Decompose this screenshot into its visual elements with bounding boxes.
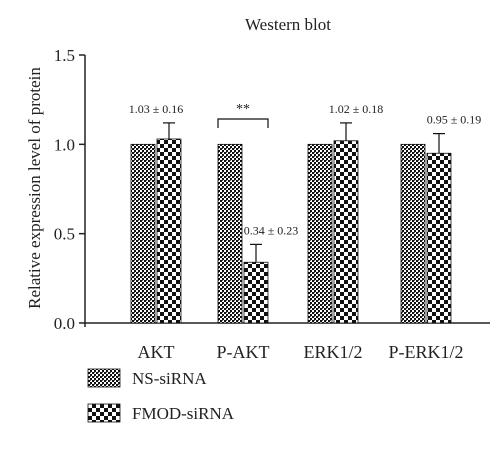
x-tick-label: P-AKT bbox=[217, 342, 270, 362]
legend-item-fmod-sirna: FMOD-siRNA bbox=[87, 403, 235, 423]
bar-ns-sirna-akt bbox=[130, 143, 156, 324]
bar-ns-sirna-erk1/2 bbox=[307, 143, 333, 324]
legend-item-ns-sirna: NS-siRNA bbox=[87, 368, 207, 388]
significance-marker: ** bbox=[217, 102, 269, 128]
legend-swatch bbox=[87, 368, 121, 388]
bar-fmod-sirna-akt bbox=[156, 138, 182, 324]
chart-title: Western blot bbox=[245, 15, 331, 34]
bar-fmod-sirna-p-akt bbox=[243, 261, 269, 324]
x-tick-label: ERK1/2 bbox=[303, 342, 362, 362]
legend-label: NS-siRNA bbox=[132, 369, 207, 388]
x-tick-label: AKT bbox=[138, 342, 175, 362]
y-axis-label: Relative expression level of protein bbox=[25, 67, 44, 309]
y-axis-ticks: 0.0 0.5 1.0 1.5 bbox=[54, 46, 85, 333]
bar-ns-sirna-p-akt bbox=[217, 143, 243, 324]
y-tick-label: 0.0 bbox=[54, 314, 75, 333]
significance-label: ** bbox=[236, 102, 250, 117]
value-label: 1.03 ± 0.16 bbox=[129, 102, 184, 116]
legend-swatch bbox=[87, 403, 121, 423]
error-bar bbox=[340, 122, 352, 141]
bars bbox=[130, 122, 452, 324]
value-label: 1.02 ± 0.18 bbox=[329, 102, 384, 116]
x-tick-label: P-ERK1/2 bbox=[388, 342, 463, 362]
error-bar bbox=[163, 122, 175, 139]
y-tick-label: 1.5 bbox=[54, 46, 75, 65]
y-tick-label: 0.5 bbox=[54, 225, 75, 244]
legend: NS-siRNA FMOD-siRNA bbox=[87, 368, 235, 423]
bar-fmod-sirna-erk1/2 bbox=[333, 140, 359, 324]
x-axis-ticks: AKT P-AKT ERK1/2 P-ERK1/2 bbox=[138, 342, 464, 362]
y-tick-label: 1.0 bbox=[54, 135, 75, 154]
bar-fmod-sirna-p-erk1/2 bbox=[426, 152, 452, 324]
error-bar bbox=[250, 243, 262, 263]
error-bar bbox=[433, 133, 445, 154]
data-labels: 1.03 ± 0.16 0.34 ± 0.23 1.02 ± 0.18 0.95 ± … bbox=[129, 102, 482, 237]
bar-ns-sirna-p-erk1/2 bbox=[400, 143, 426, 324]
value-label: 0.95 ± 0.19 bbox=[427, 113, 482, 127]
legend-label: FMOD-siRNA bbox=[132, 404, 235, 423]
value-label: 0.34 ± 0.23 bbox=[244, 223, 299, 237]
